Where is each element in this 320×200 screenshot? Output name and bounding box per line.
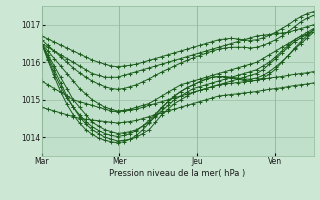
X-axis label: Pression niveau de la mer( hPa ): Pression niveau de la mer( hPa ) (109, 169, 246, 178)
